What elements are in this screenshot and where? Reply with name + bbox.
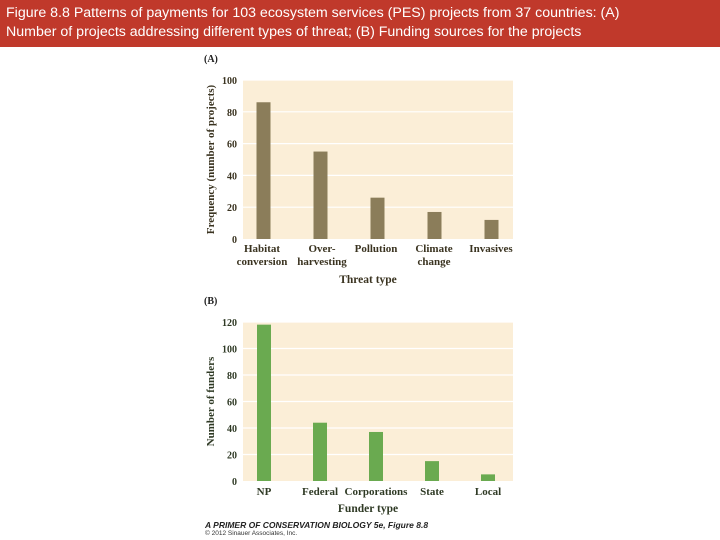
- ytick-label-a: 20: [227, 203, 237, 214]
- xtick-label-b: State: [420, 486, 444, 498]
- ytick-label-b: 20: [227, 451, 237, 462]
- ytick-label-a: 80: [227, 108, 237, 119]
- ytick-label-b: 40: [227, 424, 237, 435]
- ytick-label-b: 120: [222, 318, 237, 329]
- ytick-label-a: 40: [227, 171, 237, 182]
- bar-a: [427, 211, 442, 239]
- ytick-label-a: 60: [227, 140, 237, 151]
- ytick-label-a: 0: [232, 235, 237, 246]
- xtick-label-b: Federal: [302, 486, 338, 498]
- bar-a: [484, 219, 499, 239]
- caption-line-1: Figure 8.8 Patterns of payments for 103 …: [6, 5, 620, 21]
- xtick-label-b: Corporations: [345, 486, 409, 498]
- y-axis-title-b: Number of funders: [205, 356, 217, 446]
- ytick-label-b: 60: [227, 398, 237, 409]
- credit-copyright: © 2012 Sinauer Associates, Inc.: [205, 530, 298, 537]
- x-axis-title-b: Funder type: [338, 503, 398, 515]
- ytick-label-a: 100: [222, 76, 237, 87]
- figure-caption: Figure 8.8 Patterns of payments for 103 …: [0, 0, 720, 47]
- bar-b: [481, 474, 495, 481]
- ytick-label-b: 0: [232, 477, 237, 488]
- bar-a: [256, 102, 271, 239]
- xtick-label-b: Local: [475, 486, 501, 498]
- xtick-label-a: Habitat: [244, 243, 280, 255]
- figure-credit: A PRIMER OF CONSERVATION BIOLOGY 5e, Fig…: [205, 520, 428, 537]
- ytick-label-b: 100: [222, 345, 237, 356]
- bar-a: [313, 151, 328, 239]
- bar-a: [370, 197, 385, 239]
- xtick-label-a: conversion: [237, 256, 288, 268]
- panel-label-a: (A): [204, 54, 218, 65]
- bar-b: [425, 461, 439, 481]
- xtick-label-a: Pollution: [355, 243, 398, 255]
- xtick-label-a: Over-: [308, 243, 335, 255]
- xtick-label-a: Invasives: [469, 243, 513, 255]
- y-axis-title-a: Frequency (number of projects): [205, 84, 217, 234]
- bar-b: [257, 324, 271, 481]
- xtick-label-a: Climate: [415, 243, 452, 255]
- xtick-label-a: change: [418, 256, 451, 268]
- x-axis-title-a: Threat type: [339, 274, 397, 286]
- credit-book: A PRIMER OF CONSERVATION BIOLOGY 5e, Fig…: [205, 520, 429, 530]
- bar-b: [369, 431, 383, 481]
- caption-line-2: Number of projects addressing different …: [6, 24, 582, 40]
- bar-b: [313, 422, 327, 481]
- panel-label-b: (B): [204, 296, 217, 307]
- xtick-label-b: NP: [257, 486, 272, 498]
- ytick-label-b: 80: [227, 371, 237, 382]
- xtick-label-a: harvesting: [297, 256, 347, 268]
